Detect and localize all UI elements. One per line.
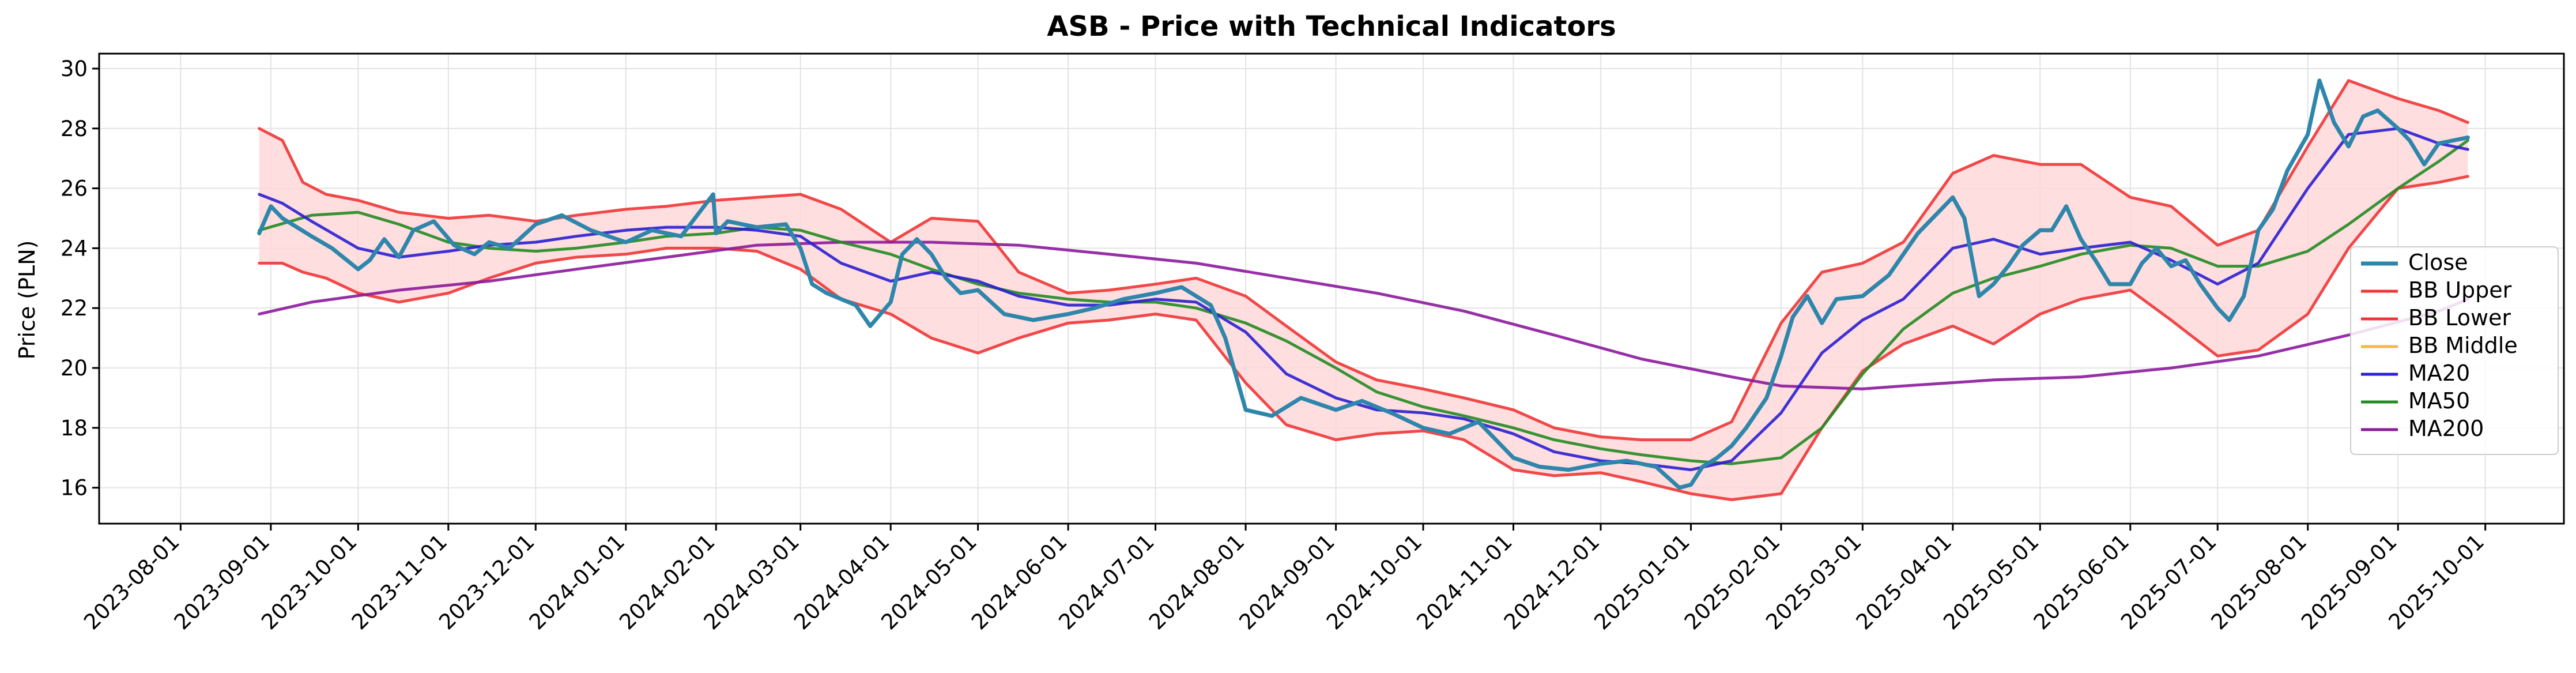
chart-title: ASB - Price with Technical Indicators: [1047, 10, 1616, 43]
y-tick-label: 30: [61, 57, 88, 81]
series-lines: [257, 78, 2470, 501]
y-tick-label: 24: [61, 236, 88, 261]
x-tick-label: 2025-08-01: [2207, 529, 2311, 634]
x-axis-ticks: 2023-08-012023-09-012023-10-012023-11-01…: [79, 524, 2489, 634]
y-axis-ticks: 16 18 20 22 24 26 28 30: [61, 57, 99, 501]
y-tick-label: 26: [61, 176, 88, 201]
bollinger-band-fill: [259, 80, 2468, 500]
bollinger-band-area: [259, 80, 2468, 500]
legend-label: BB Middle: [2408, 333, 2518, 358]
x-tick-label: 2025-01-01: [1589, 529, 1694, 634]
y-tick-label: 20: [61, 356, 88, 381]
legend-label: Close: [2408, 250, 2468, 275]
x-tick-label: 2024-08-01: [1144, 529, 1249, 634]
grid-lines: [99, 54, 2564, 524]
x-tick-label: 2024-01-01: [525, 529, 629, 634]
series-ma200: [258, 240, 2469, 390]
legend-label: BB Lower: [2408, 305, 2511, 330]
y-tick-label: 16: [61, 476, 88, 501]
y-axis-label: Price (PLN): [14, 240, 40, 360]
legend-label: MA200: [2408, 416, 2484, 441]
series-ma50: [258, 139, 2469, 465]
legend-label: BB Upper: [2408, 277, 2512, 303]
legend-label: MA20: [2408, 360, 2470, 386]
series-bb-lower: [258, 175, 2469, 501]
x-tick-label: 2023-08-01: [79, 529, 184, 634]
plot-frame: [98, 52, 2565, 525]
y-tick-label: 28: [61, 116, 88, 141]
series-close: [257, 78, 2470, 490]
y-tick-label: 22: [61, 296, 88, 321]
legend-label: MA50: [2408, 388, 2470, 413]
y-tick-label: 18: [61, 416, 88, 441]
legend-box: [2350, 246, 2559, 455]
